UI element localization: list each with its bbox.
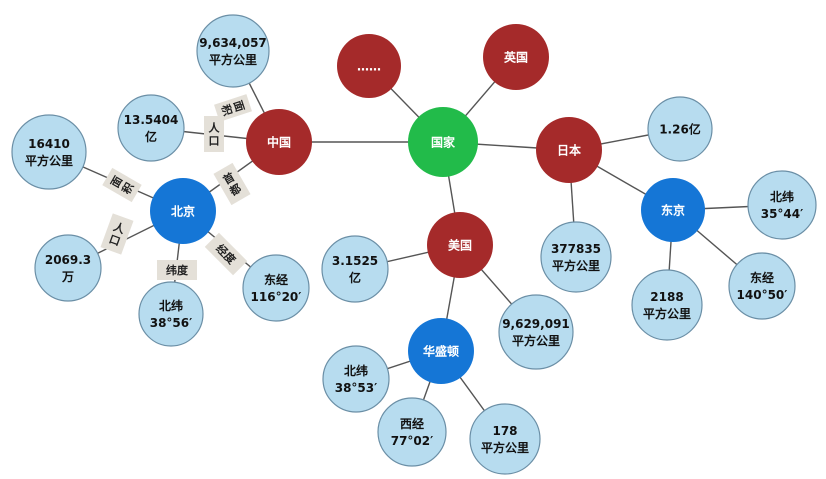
node-label: 中国 — [267, 135, 291, 150]
node-label: 13.5404 — [124, 113, 179, 127]
tokyo-longitude-node: 东经 140°50′ — [729, 253, 795, 319]
node-label: 国家 — [431, 135, 456, 150]
japan-population-node: 1.26亿 — [648, 97, 712, 161]
node-circle — [35, 235, 101, 301]
edge-label-beijing-longitude: 经度 — [205, 233, 247, 275]
center-node-country: 国家 — [408, 107, 478, 177]
washington-area-node: 178 平方公里 — [470, 404, 540, 474]
node-label: 美国 — [448, 238, 472, 253]
node-label: 9,634,057 — [199, 36, 267, 50]
nodes: 国家 中国日本美国 英国 …… 北京 东京华盛顿 9,634,057 平方公里 13.5404 亿… — [12, 15, 816, 474]
china-area-node: 9,634,057 平方公里 — [197, 15, 269, 87]
node-circle — [139, 282, 203, 346]
beijing-longitude-node: 东经 116°20′ — [243, 255, 309, 321]
node-label: 77°02′ — [391, 434, 434, 448]
node-label: 北纬 — [159, 298, 183, 313]
node-label: 116°20′ — [251, 290, 302, 304]
capital-node-tokyo: 东京 — [641, 178, 705, 242]
country-node-japan: 日本 — [536, 117, 602, 183]
node-circle — [748, 171, 816, 239]
node-circle — [541, 222, 611, 292]
node-circle — [197, 15, 269, 87]
node-circle — [323, 346, 389, 412]
beijing-latitude-node: 北纬 38°56′ — [139, 282, 203, 346]
usa-area-node: 9,629,091 平方公里 — [499, 295, 573, 369]
beijing-population-node: 2069.3 万 — [35, 235, 101, 301]
node-label: 35°44′ — [761, 207, 804, 221]
country-node-more: …… — [337, 34, 401, 98]
tokyo-latitude-node: 北纬 35°44′ — [748, 171, 816, 239]
capital-node-beijing: 北京 — [150, 178, 216, 244]
node-label: 东经 — [264, 272, 288, 287]
node-label: …… — [357, 60, 381, 74]
country-node-usa: 美国 — [427, 212, 493, 278]
node-label: 亿 — [145, 129, 157, 144]
node-label: 北纬 — [344, 363, 368, 378]
node-label: 平方公里 — [643, 306, 691, 321]
capital-node-washington: 华盛顿 — [408, 318, 474, 384]
node-label: 3.1525 — [332, 254, 378, 268]
node-circle — [12, 115, 86, 189]
node-label: 140°50′ — [737, 288, 788, 302]
node-label: 平方公里 — [481, 440, 529, 455]
edge-label-text: 纬度 — [166, 263, 189, 277]
washington-longitude-node: 西经 77°02′ — [378, 398, 446, 466]
edge-label-text: 人口 — [209, 121, 221, 148]
node-label: 日本 — [557, 143, 581, 158]
node-label: 平方公里 — [209, 52, 257, 67]
usa-population-node: 3.1525 亿 — [322, 236, 388, 302]
china-population-node: 13.5404 亿 — [118, 95, 184, 161]
node-circle — [499, 295, 573, 369]
node-label: 38°53′ — [335, 381, 378, 395]
node-label: 平方公里 — [552, 258, 600, 273]
node-label: 东经 — [750, 270, 774, 285]
node-label: 178 — [492, 424, 517, 438]
edge-label-beijing-area: 面积 — [102, 168, 141, 202]
node-label: 377835 — [551, 242, 601, 256]
node-circle — [118, 95, 184, 161]
country-node-uk: 英国 — [483, 24, 549, 90]
node-label: 北京 — [171, 204, 195, 219]
node-label: 北纬 — [770, 189, 794, 204]
japan-area-node: 377835 平方公里 — [541, 222, 611, 292]
edge-label-china-capital: 首都 — [213, 163, 250, 205]
node-circle — [632, 270, 702, 340]
node-circle — [470, 404, 540, 474]
node-circle — [378, 398, 446, 466]
node-label: 16410 — [28, 137, 70, 151]
country-node-china: 中国 — [246, 109, 312, 175]
node-label: 平方公里 — [25, 153, 73, 168]
node-label: 万 — [61, 270, 74, 284]
tokyo-area-node: 2188 平方公里 — [632, 270, 702, 340]
node-label: 2188 — [650, 290, 683, 304]
edge-label-china-population: 人口 — [204, 116, 224, 152]
node-label: 1.26亿 — [659, 122, 701, 137]
node-circle — [729, 253, 795, 319]
node-circle — [243, 255, 309, 321]
node-label: 2069.3 — [45, 253, 91, 267]
node-label: 西经 — [400, 416, 424, 431]
node-circle — [322, 236, 388, 302]
edge-label-beijing-population: 人口 — [101, 213, 134, 254]
washington-latitude-node: 北纬 38°53′ — [323, 346, 389, 412]
beijing-area-node: 16410 平方公里 — [12, 115, 86, 189]
node-label: 38°56′ — [150, 316, 193, 330]
node-label: 平方公里 — [512, 333, 560, 348]
node-label: 亿 — [349, 270, 361, 285]
edge-label-beijing-latitude: 纬度 — [157, 260, 197, 280]
node-label: 9,629,091 — [502, 317, 570, 331]
node-label: 英国 — [504, 50, 528, 65]
node-label: 东京 — [661, 203, 685, 218]
node-label: 华盛顿 — [423, 344, 459, 359]
